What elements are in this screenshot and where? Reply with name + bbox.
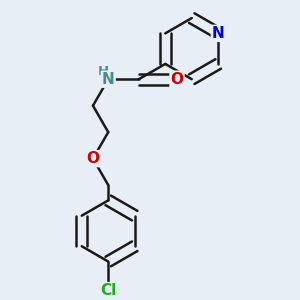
- Text: N: N: [102, 72, 115, 87]
- Text: O: O: [170, 72, 184, 87]
- Text: Cl: Cl: [100, 283, 116, 298]
- Text: N: N: [212, 26, 225, 41]
- Text: O: O: [86, 151, 100, 166]
- Text: H: H: [98, 65, 109, 78]
